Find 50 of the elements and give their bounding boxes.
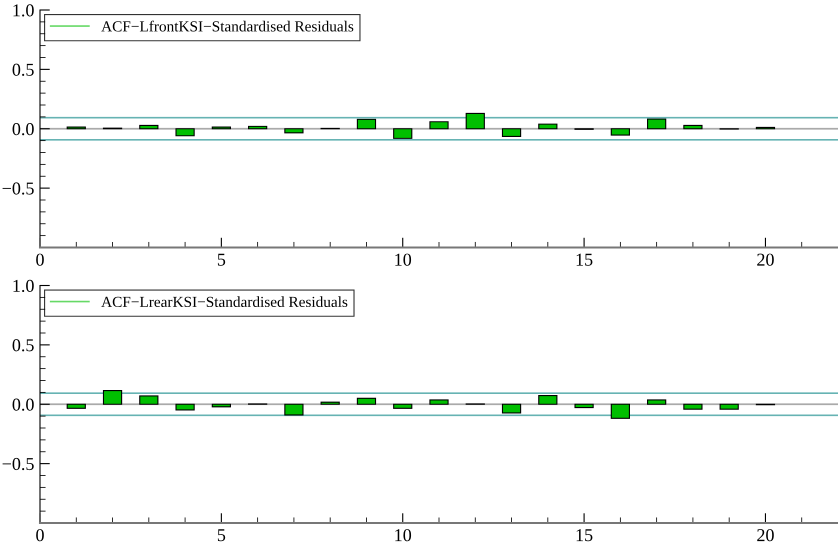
bar [139, 124, 158, 130]
x-tick-label: 0 [36, 529, 44, 542]
bar [466, 112, 485, 130]
bar [356, 118, 376, 130]
bar [284, 128, 304, 134]
x-tick-label: 10 [395, 254, 412, 266]
bar [610, 128, 630, 136]
bar [720, 404, 739, 410]
legend-label: ACF−LrearKSI−Standardised Residuals [101, 296, 348, 308]
y-tick-label: 0.0 [12, 398, 34, 411]
bar [429, 121, 449, 130]
y-tick-label: 0.5 [12, 64, 34, 76]
bar [502, 128, 522, 138]
bar [647, 118, 666, 130]
x-tick-label: 20 [757, 529, 774, 542]
bar [248, 126, 268, 130]
x-tick-label: 15 [576, 254, 592, 266]
bar [429, 399, 449, 405]
bar [320, 402, 340, 405]
bar [502, 404, 522, 414]
bar [139, 395, 158, 405]
bar [683, 124, 703, 130]
y-tick-label: 1.0 [13, 4, 34, 17]
y-tick-label: −0.5 [2, 458, 34, 470]
x-tick-label: 0 [36, 254, 44, 266]
y-tick-label: 1.0 [13, 280, 34, 292]
y-tick-label: −0.5 [2, 182, 34, 195]
bar [175, 128, 195, 136]
bar [175, 404, 195, 411]
bar [66, 404, 86, 409]
bar [102, 390, 122, 405]
y-tick-label: 0.5 [12, 339, 34, 352]
bar [683, 404, 703, 410]
bar [393, 404, 412, 409]
x-tick-label: 15 [576, 529, 592, 542]
bar [574, 404, 594, 408]
legend-label: ACF−LfrontKSI−Standardised Residuals [101, 20, 354, 32]
bar [610, 404, 630, 419]
bar [538, 124, 558, 130]
bar [284, 404, 304, 416]
bar [647, 399, 666, 405]
x-tick-label: 5 [218, 529, 226, 542]
bar [356, 398, 376, 405]
bar [538, 395, 558, 405]
x-tick-label: 5 [218, 254, 226, 266]
x-tick-label: 20 [757, 254, 774, 266]
bar [393, 128, 412, 139]
x-tick-label: 10 [395, 529, 412, 542]
bar [212, 404, 231, 408]
y-tick-label: 0.0 [12, 123, 34, 136]
